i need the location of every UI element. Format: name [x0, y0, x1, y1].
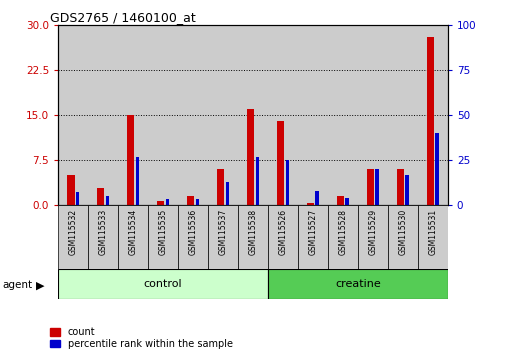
Bar [217, 169, 224, 205]
Bar [106, 196, 109, 205]
Bar [225, 182, 229, 205]
Bar [315, 191, 319, 205]
Text: GSM115533: GSM115533 [98, 209, 108, 255]
Bar [268, 205, 297, 269]
Bar [327, 25, 357, 205]
Bar [178, 25, 208, 205]
Bar [97, 188, 105, 205]
Text: creatine: creatine [334, 279, 380, 289]
Bar [135, 156, 139, 205]
Text: GSM115526: GSM115526 [278, 209, 287, 255]
Text: GSM115536: GSM115536 [188, 209, 197, 255]
Bar [88, 25, 118, 205]
Bar [246, 109, 254, 205]
Text: GSM115529: GSM115529 [368, 209, 377, 255]
Bar [255, 156, 259, 205]
Bar [157, 200, 164, 205]
Bar [336, 196, 343, 205]
Bar [306, 203, 314, 205]
Text: control: control [143, 279, 182, 289]
Bar [375, 169, 378, 205]
Bar [417, 25, 447, 205]
Bar [285, 160, 288, 205]
Bar [357, 25, 387, 205]
Text: GSM115527: GSM115527 [308, 209, 317, 255]
Text: GSM115537: GSM115537 [218, 209, 227, 255]
Bar [76, 192, 79, 205]
Text: GSM115538: GSM115538 [248, 209, 257, 255]
Bar [58, 25, 88, 205]
Bar [165, 199, 169, 205]
Bar [118, 25, 148, 205]
Bar [345, 198, 348, 205]
Bar [118, 205, 148, 269]
Bar [366, 169, 374, 205]
Bar [148, 25, 178, 205]
Bar [405, 175, 408, 205]
Text: GSM115535: GSM115535 [158, 209, 167, 255]
Bar [178, 205, 208, 269]
Text: GSM115528: GSM115528 [338, 209, 347, 255]
Bar [434, 133, 438, 205]
Bar [387, 25, 417, 205]
Bar [88, 205, 118, 269]
Bar [387, 205, 417, 269]
Text: GDS2765 / 1460100_at: GDS2765 / 1460100_at [50, 11, 196, 24]
Bar [297, 25, 327, 205]
Bar [148, 205, 178, 269]
Text: GSM115530: GSM115530 [397, 209, 407, 255]
Bar [297, 205, 327, 269]
Bar [268, 25, 297, 205]
Bar [276, 121, 284, 205]
Bar [237, 25, 268, 205]
Bar [396, 169, 403, 205]
Text: GSM115532: GSM115532 [69, 209, 78, 255]
Bar [208, 205, 237, 269]
Text: GSM115534: GSM115534 [128, 209, 137, 255]
Bar [127, 115, 134, 205]
Bar [237, 205, 268, 269]
Bar [208, 25, 237, 205]
Bar [58, 269, 268, 299]
Bar [67, 175, 74, 205]
Bar [357, 205, 387, 269]
Bar [58, 205, 88, 269]
Bar [186, 196, 194, 205]
Legend: count, percentile rank within the sample: count, percentile rank within the sample [50, 327, 232, 349]
Bar [268, 269, 447, 299]
Bar [327, 205, 357, 269]
Text: agent: agent [3, 280, 33, 290]
Text: GSM115531: GSM115531 [427, 209, 436, 255]
Text: ▶: ▶ [36, 281, 45, 291]
Bar [417, 205, 447, 269]
Bar [195, 199, 199, 205]
Bar [426, 37, 433, 205]
